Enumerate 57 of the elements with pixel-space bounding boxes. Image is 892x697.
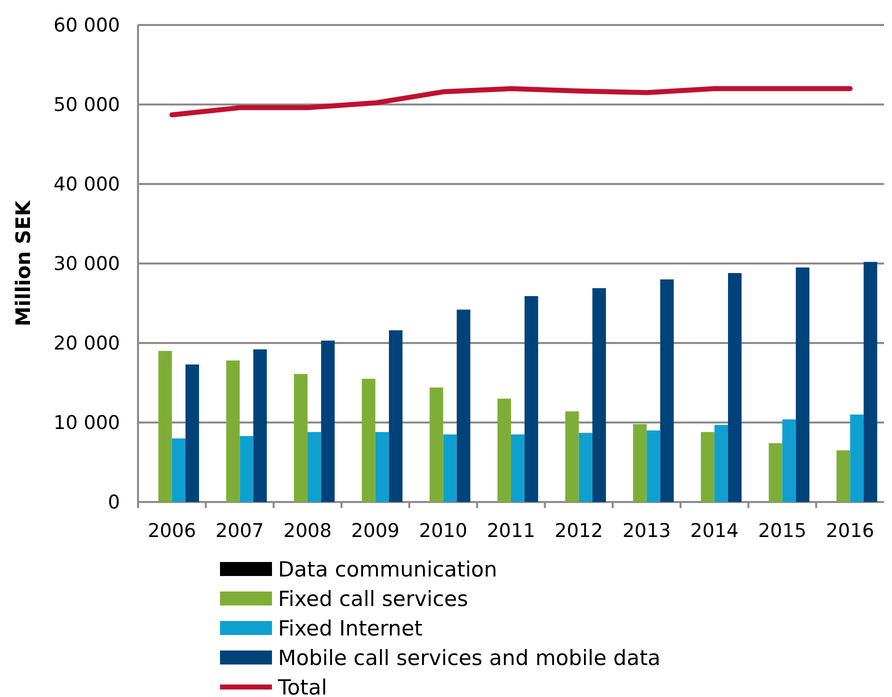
bar — [511, 434, 525, 502]
bar — [253, 349, 267, 502]
bar — [430, 388, 444, 502]
bar — [172, 438, 186, 502]
bar — [456, 310, 470, 502]
legend-label: Mobile call services and mobile data — [278, 646, 661, 670]
bar — [700, 432, 714, 502]
bar — [362, 378, 376, 502]
legend-label: Fixed call services — [278, 586, 468, 611]
legend-label: Data communication — [278, 557, 498, 582]
bar — [633, 424, 647, 502]
x-tick-label: 2010 — [419, 520, 468, 542]
bar — [565, 411, 579, 502]
bar — [321, 340, 335, 502]
bar — [836, 450, 850, 502]
bar — [308, 432, 322, 502]
y-tick-label: 10 000 — [54, 412, 120, 434]
y-tick-label: 20 000 — [54, 332, 120, 355]
bar — [388, 330, 402, 502]
bar — [660, 279, 674, 502]
bar — [592, 288, 606, 502]
bar — [728, 273, 742, 502]
bar — [240, 436, 254, 502]
x-tick-label: 2012 — [554, 520, 603, 542]
bar — [782, 419, 796, 502]
x-tick-label: 2008 — [283, 520, 332, 542]
legend-label: Total — [277, 675, 328, 697]
x-tick-label: 2007 — [216, 520, 264, 542]
y-tick-label: 60 000 — [54, 14, 120, 37]
y-tick-label: 0 — [108, 492, 120, 514]
bar — [864, 262, 878, 502]
bar — [497, 398, 511, 502]
x-tick-label: 2011 — [486, 520, 536, 542]
y-axis-title: Million SEK — [11, 199, 35, 326]
x-tick-label: 2006 — [148, 520, 196, 542]
bar — [850, 414, 864, 502]
x-tick-label: 2014 — [690, 520, 739, 542]
bar — [646, 430, 660, 502]
bar — [158, 350, 172, 502]
bar — [768, 443, 782, 502]
y-tick-label: 30 000 — [54, 253, 120, 276]
y-tick-label: 40 000 — [54, 174, 120, 196]
bar — [226, 360, 240, 502]
bar — [185, 364, 200, 502]
bar — [443, 434, 457, 502]
x-tick-label: 2016 — [826, 520, 874, 542]
bar — [524, 296, 538, 502]
bar — [796, 267, 810, 502]
x-tick-label: 2009 — [351, 520, 400, 542]
legend-label: Fixed Internet — [278, 616, 422, 640]
bar — [294, 374, 308, 502]
x-tick-label: 2015 — [758, 520, 806, 542]
bar — [714, 424, 728, 502]
y-tick-label: 50 000 — [54, 94, 120, 116]
bar — [578, 432, 592, 502]
x-tick-label: 2013 — [622, 520, 671, 542]
bar — [375, 432, 389, 502]
